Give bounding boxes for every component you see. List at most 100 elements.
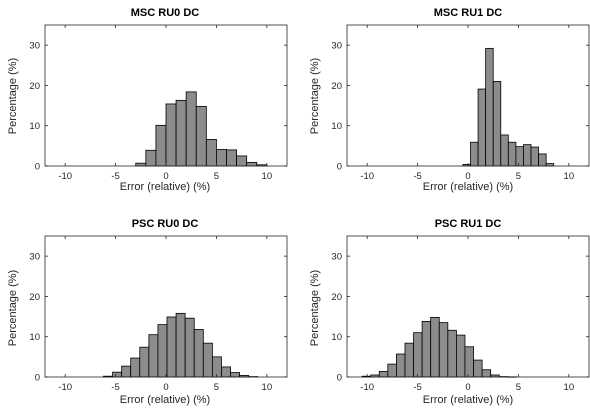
histogram-bar — [538, 153, 547, 167]
histogram-bar — [184, 317, 195, 378]
histogram-bar — [112, 371, 123, 378]
x-tick-label: 5 — [214, 382, 219, 393]
histogram-bar — [145, 149, 157, 167]
chart-title: PSC RU0 DC — [132, 218, 199, 230]
x-tick-label: 0 — [465, 382, 470, 393]
histogram-bar — [492, 81, 502, 167]
y-tick-label: 20 — [331, 292, 342, 303]
histogram-bar — [130, 357, 141, 378]
histogram-bar — [216, 149, 227, 167]
x-tick-label: 0 — [163, 382, 168, 393]
histogram-panel-msc-ru1-dc: MSC RU1 DC Error (relative) (%) Percenta… — [309, 7, 590, 193]
x-tick-label: -10 — [360, 171, 374, 182]
histogram-bar — [500, 134, 509, 167]
x-tick-label: 10 — [262, 382, 273, 393]
histogram-panel-psc-ru1-dc: PSC RU1 DC Error (relative) (%) Percenta… — [309, 218, 590, 406]
y-tick-label: 20 — [29, 81, 40, 92]
x-tick-label: 0 — [465, 171, 470, 182]
histogram-bar — [477, 88, 487, 167]
y-tick-label: 20 — [331, 81, 342, 92]
histogram-bar — [148, 334, 159, 378]
histogram-bar — [456, 334, 466, 378]
x-tick-label: -5 — [413, 382, 421, 393]
x-tick-label: 10 — [564, 382, 575, 393]
histogram-bar — [515, 146, 524, 167]
x-tick-label: -5 — [111, 171, 119, 182]
plot-area — [346, 235, 590, 378]
y-tick-label: 10 — [29, 121, 40, 132]
chart-title: MSC RU0 DC — [131, 7, 200, 19]
histogram-bar — [175, 312, 186, 378]
y-tick-label: 0 — [337, 162, 342, 173]
histogram-bar — [387, 363, 397, 378]
histogram-bar — [193, 329, 204, 378]
histogram-bar — [157, 324, 168, 378]
y-tick-label: 10 — [331, 332, 342, 343]
histogram-bar — [378, 370, 389, 378]
y-axis-label: Percentage (%) — [7, 270, 19, 346]
y-tick-label: 20 — [29, 292, 40, 303]
x-tick-label: -5 — [111, 382, 119, 393]
x-tick-label: 5 — [214, 171, 219, 182]
plot-area — [44, 24, 288, 167]
x-tick-label: -10 — [58, 382, 72, 393]
histogram-bar — [165, 103, 177, 167]
histogram-bar — [202, 342, 213, 378]
x-tick-label: 0 — [163, 171, 168, 182]
histogram-bar — [246, 161, 258, 167]
histogram-bar — [464, 346, 474, 378]
plot-area — [346, 24, 590, 167]
histogram-bar — [205, 139, 217, 167]
y-tick-label: 30 — [331, 252, 342, 263]
histogram-bar — [135, 162, 147, 167]
y-tick-label: 10 — [29, 332, 40, 343]
y-tick-label: 0 — [337, 373, 342, 384]
histogram-bar — [523, 144, 532, 167]
histogram-bar — [155, 124, 167, 167]
histogram-bar — [195, 105, 207, 167]
y-axis-label: Percentage (%) — [7, 58, 19, 134]
histogram-bar — [413, 332, 423, 378]
histogram-bar — [226, 149, 237, 167]
histogram-bar — [485, 47, 494, 167]
x-tick-label: 5 — [516, 171, 521, 182]
x-axis-label: Error (relative) (%) — [423, 181, 513, 193]
histogram-bar — [404, 342, 414, 378]
histogram-panel-psc-ru0-dc: PSC RU0 DC Error (relative) (%) Percenta… — [7, 218, 288, 406]
histogram-bar — [185, 91, 197, 167]
chart-title: PSC RU1 DC — [435, 218, 502, 230]
histogram-bar — [481, 369, 492, 378]
y-tick-label: 0 — [35, 162, 40, 173]
histogram-bar — [139, 346, 150, 378]
x-tick-label: 10 — [564, 171, 575, 182]
y-tick-label: 30 — [29, 41, 40, 52]
histogram-bar — [473, 359, 483, 378]
histogram-bar — [221, 366, 231, 378]
histogram-bar — [121, 365, 132, 378]
y-tick-label: 30 — [29, 252, 40, 263]
x-tick-label: -10 — [360, 382, 374, 393]
histogram-bar — [470, 141, 479, 167]
histogram-bar — [166, 316, 177, 378]
x-tick-label: 10 — [262, 171, 273, 182]
chart-title: MSC RU1 DC — [434, 7, 503, 19]
x-axis-label: Error (relative) (%) — [120, 394, 210, 406]
histogram-bar — [175, 99, 187, 167]
histogram-bar — [211, 356, 222, 378]
x-axis-label: Error (relative) (%) — [120, 181, 210, 193]
y-tick-label: 0 — [35, 373, 40, 384]
y-axis-label: Percentage (%) — [309, 270, 321, 346]
histogram-bar — [530, 146, 539, 167]
x-tick-label: -10 — [58, 171, 72, 182]
histogram-bar — [447, 329, 457, 378]
y-tick-label: 10 — [331, 121, 342, 132]
y-axis-label: Percentage (%) — [309, 58, 321, 134]
plot-area — [44, 235, 288, 378]
x-axis-label: Error (relative) (%) — [423, 394, 513, 406]
x-tick-label: 5 — [516, 382, 521, 393]
histogram-panel-msc-ru0-dc: MSC RU0 DC Error (relative) (%) Percenta… — [7, 7, 288, 193]
histogram-bar — [421, 321, 432, 378]
histogram-bar — [438, 322, 449, 378]
x-tick-label: -5 — [413, 171, 421, 182]
